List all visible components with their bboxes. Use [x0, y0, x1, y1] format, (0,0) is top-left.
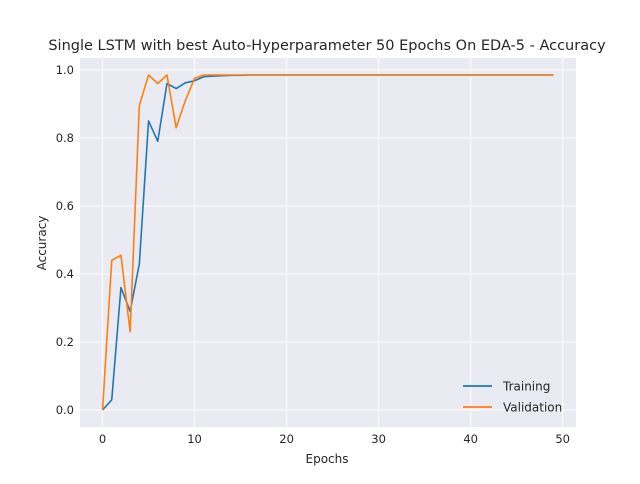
series-line-validation: [101, 74, 554, 411]
chart-title: Single LSTM with best Auto-Hyperparamete…: [48, 38, 606, 54]
x-tick-label: 10: [187, 432, 202, 446]
y-axis-ticks: 0.0 0.2 0.4 0.6 0.8 1.0: [56, 63, 74, 417]
x-tick-label: 40: [463, 432, 478, 446]
x-tick-label: 20: [279, 432, 294, 446]
y-tick-label: 1.0: [56, 63, 74, 77]
y-tick-label: 0.0: [56, 403, 74, 417]
plot-area: [80, 58, 576, 427]
legend: Training Validation: [463, 380, 562, 415]
y-tick-label: 0.4: [56, 267, 74, 281]
x-tick-label: 0: [99, 432, 106, 446]
y-tick-label: 0.6: [56, 199, 74, 213]
legend-label-validation: Validation: [503, 401, 562, 415]
x-axis-label: Epochs: [306, 452, 349, 466]
x-tick-label: 30: [371, 432, 386, 446]
y-tick-label: 0.2: [56, 335, 74, 349]
x-tick-label: 50: [555, 432, 570, 446]
y-tick-label: 0.8: [56, 131, 74, 145]
gridlines: [80, 58, 576, 427]
x-axis-ticks: 0 10 20 30 40 50: [99, 432, 570, 446]
legend-label-training: Training: [502, 380, 550, 394]
series-lines: [101, 74, 554, 411]
y-axis-label: Accuracy: [35, 216, 49, 271]
